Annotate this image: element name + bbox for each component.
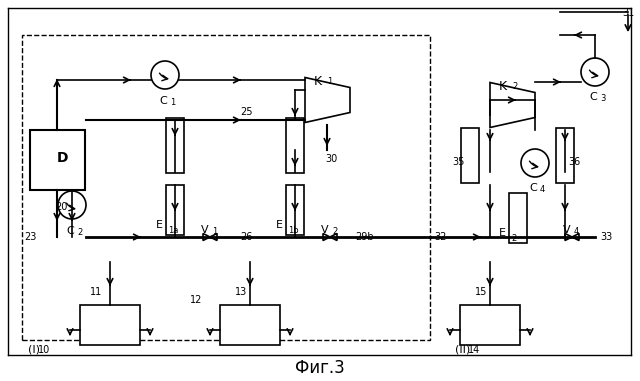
Text: 35: 35 [452, 157, 465, 167]
Text: E: E [276, 220, 283, 230]
Text: V: V [321, 225, 329, 235]
Text: 13: 13 [235, 287, 247, 297]
Text: 2: 2 [512, 82, 517, 91]
Text: 31: 31 [622, 8, 634, 18]
Bar [556, 128, 574, 182]
Text: 29b: 29b [355, 232, 374, 242]
Text: 4: 4 [574, 227, 579, 236]
Text: 1: 1 [170, 98, 175, 107]
Text: 4: 4 [540, 185, 545, 194]
Text: C: C [589, 92, 597, 102]
Bar [286, 185, 304, 235]
Text: V: V [201, 225, 209, 235]
Bar [286, 117, 304, 173]
Text: 36: 36 [568, 157, 580, 167]
Text: 1a: 1a [168, 226, 179, 234]
Text: V: V [563, 225, 571, 235]
Text: 2: 2 [511, 234, 516, 242]
Bar [509, 193, 527, 243]
Text: 1b: 1b [288, 226, 299, 234]
Text: 1: 1 [327, 77, 332, 86]
Text: E: E [156, 220, 163, 230]
Bar [460, 305, 520, 345]
Text: D: D [57, 151, 68, 165]
Text: C: C [159, 96, 167, 106]
Text: 2: 2 [332, 227, 337, 236]
Text: 32: 32 [434, 232, 446, 242]
Bar [166, 185, 184, 235]
Text: (I): (I) [28, 345, 40, 355]
Bar [80, 305, 140, 345]
Text: C: C [529, 183, 537, 193]
Text: 1: 1 [212, 227, 217, 236]
Text: E: E [499, 228, 506, 238]
Text: 3: 3 [600, 94, 605, 103]
Bar [220, 305, 280, 345]
Text: 11: 11 [90, 287, 102, 297]
Text: 10: 10 [38, 345, 51, 355]
Text: 15: 15 [475, 287, 488, 297]
Text: 30: 30 [325, 154, 337, 164]
Text: 20: 20 [55, 202, 67, 212]
Text: 2: 2 [77, 228, 83, 237]
Text: 23: 23 [24, 232, 36, 242]
Text: 14: 14 [468, 345, 480, 355]
Text: K: K [499, 80, 507, 93]
Bar [166, 117, 184, 173]
Text: 26: 26 [240, 232, 252, 242]
Text: K: K [314, 75, 322, 88]
Text: C: C [66, 226, 74, 236]
Text: 12: 12 [190, 295, 202, 305]
Bar [30, 130, 85, 190]
Bar [22, 35, 430, 340]
Text: (II): (II) [455, 345, 470, 355]
Text: Фиг.3: Фиг.3 [295, 359, 345, 377]
Bar [461, 128, 479, 182]
Text: 33: 33 [600, 232, 612, 242]
Text: 25: 25 [240, 107, 253, 117]
